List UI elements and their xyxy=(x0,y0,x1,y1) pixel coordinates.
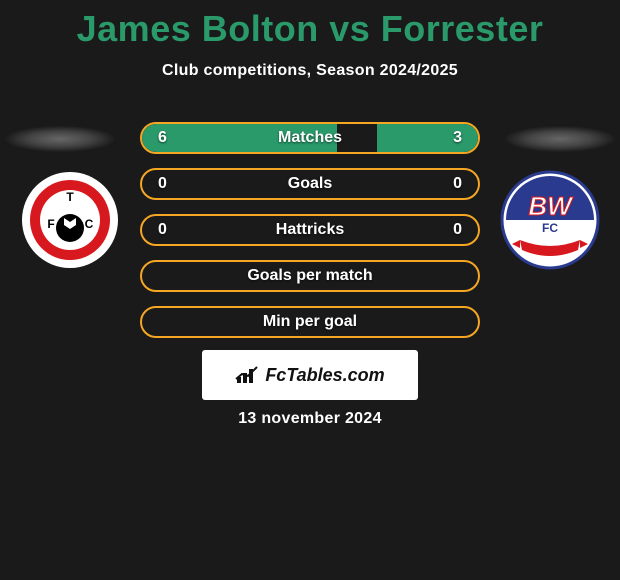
bar-chart-icon xyxy=(235,365,259,385)
stat-label: Min per goal xyxy=(263,313,357,331)
logo-text: FcTables.com xyxy=(265,365,384,386)
stat-left-value: 0 xyxy=(158,175,167,193)
stat-label: Goals per match xyxy=(247,267,372,285)
date-text: 13 november 2024 xyxy=(238,410,382,428)
stat-left-value: 6 xyxy=(158,129,167,147)
stat-label: Goals xyxy=(288,175,332,193)
stat-fill-right xyxy=(377,124,478,152)
stat-row-matches: 6 Matches 3 xyxy=(140,122,480,154)
stat-right-value: 0 xyxy=(453,221,462,239)
stat-row-hattricks: 0 Hattricks 0 xyxy=(140,214,480,246)
shadow-right xyxy=(505,126,615,152)
stat-right-value: 0 xyxy=(453,175,462,193)
svg-text:BW: BW xyxy=(528,191,574,221)
svg-text:T: T xyxy=(66,190,74,204)
stat-row-goals: 0 Goals 0 xyxy=(140,168,480,200)
subtitle: Club competitions, Season 2024/2025 xyxy=(0,62,620,80)
svg-text:C: C xyxy=(85,217,94,231)
left-club-badge: T F C xyxy=(20,170,120,270)
title-vs: vs xyxy=(329,8,370,49)
stat-label: Hattricks xyxy=(276,221,344,239)
stat-row-goals-per-match: Goals per match xyxy=(140,260,480,292)
stat-left-value: 0 xyxy=(158,221,167,239)
title-left-name: James Bolton xyxy=(77,8,319,49)
stat-row-min-per-goal: Min per goal xyxy=(140,306,480,338)
fctables-logo: FcTables.com xyxy=(202,350,418,400)
stat-right-value: 3 xyxy=(453,129,462,147)
comparison-title: James Bolton vs Forrester xyxy=(0,0,620,50)
title-right-name: Forrester xyxy=(381,8,544,49)
stat-label: Matches xyxy=(278,129,342,147)
svg-text:F: F xyxy=(47,217,54,231)
right-club-badge: BW FC xyxy=(500,170,600,270)
shadow-left xyxy=(5,126,115,152)
svg-text:FC: FC xyxy=(542,221,558,235)
stats-panel: 6 Matches 3 0 Goals 0 0 Hattricks 0 Goal… xyxy=(140,122,480,338)
